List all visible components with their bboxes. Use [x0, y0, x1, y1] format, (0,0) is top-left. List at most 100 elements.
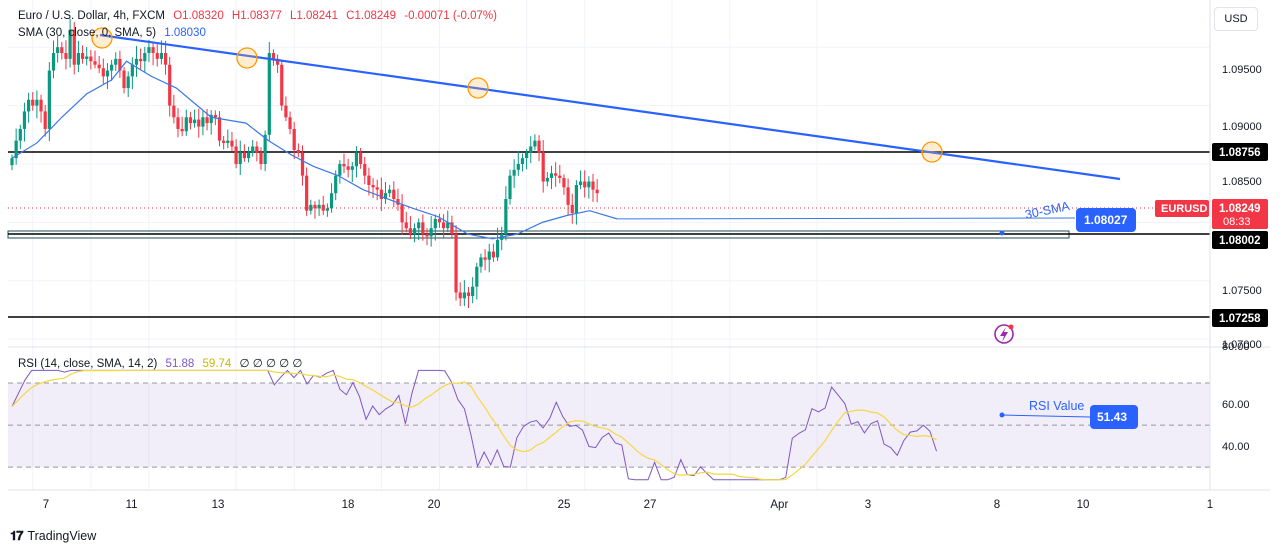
- candle-body[interactable]: [105, 70, 110, 77]
- candle-body[interactable]: [147, 47, 151, 54]
- candle-body[interactable]: [184, 117, 188, 132]
- candle-body[interactable]: [533, 140, 537, 147]
- candle-body[interactable]: [288, 117, 292, 129]
- candle-body[interactable]: [114, 58, 118, 65]
- candle-body[interactable]: [134, 58, 139, 65]
- candle-body[interactable]: [18, 128, 22, 141]
- tradingview-brand[interactable]: 𝟏𝟕 TradingView: [10, 528, 96, 544]
- candle-body[interactable]: [296, 149, 300, 153]
- candle-body[interactable]: [429, 228, 433, 237]
- candle-body[interactable]: [433, 218, 437, 229]
- candle-body[interactable]: [404, 222, 408, 229]
- candle-body[interactable]: [80, 53, 85, 59]
- candle-body[interactable]: [213, 114, 217, 118]
- candle-body[interactable]: [578, 181, 583, 186]
- candle-body[interactable]: [309, 204, 313, 211]
- candle-body[interactable]: [217, 117, 222, 141]
- candle-body[interactable]: [180, 128, 184, 132]
- candle-body[interactable]: [371, 185, 375, 188]
- candle-body[interactable]: [76, 53, 80, 65]
- candle-body[interactable]: [325, 208, 329, 211]
- candlestick-series[interactable]: [10, 18, 599, 309]
- candle-body[interactable]: [143, 53, 147, 62]
- candle-body[interactable]: [392, 189, 396, 200]
- candle-body[interactable]: [541, 152, 545, 182]
- candle-body[interactable]: [549, 173, 554, 178]
- candle-body[interactable]: [172, 105, 176, 118]
- candle-body[interactable]: [72, 29, 76, 65]
- candle-body[interactable]: [176, 117, 180, 129]
- currency-button[interactable]: USD: [1214, 7, 1258, 31]
- candle-body[interactable]: [313, 204, 317, 209]
- candle-body[interactable]: [558, 175, 562, 178]
- candle-body[interactable]: [396, 199, 400, 205]
- candle-body[interactable]: [93, 61, 97, 65]
- candle-body[interactable]: [163, 53, 168, 65]
- candle-body[interactable]: [35, 99, 39, 106]
- candle-body[interactable]: [408, 228, 412, 235]
- candle-body[interactable]: [259, 152, 263, 164]
- candle-body[interactable]: [570, 204, 574, 214]
- candle-body[interactable]: [126, 76, 130, 89]
- candle-body[interactable]: [122, 70, 126, 89]
- candle-body[interactable]: [562, 177, 566, 188]
- candle-body[interactable]: [574, 185, 578, 214]
- candle-body[interactable]: [367, 175, 371, 186]
- candle-body[interactable]: [342, 163, 346, 167]
- candle-body[interactable]: [359, 152, 363, 164]
- candle-body[interactable]: [234, 146, 238, 164]
- candle-body[interactable]: [450, 222, 454, 235]
- candle-body[interactable]: [263, 134, 267, 164]
- candle-body[interactable]: [305, 175, 309, 211]
- sma-series[interactable]: [11, 60, 1076, 240]
- candle-body[interactable]: [85, 56, 89, 59]
- candle-body[interactable]: [251, 146, 255, 153]
- candle-body[interactable]: [159, 53, 163, 59]
- price-axis[interactable]: 1.09500 1.09000 1.08500 1.07500 1.07000: [1209, 0, 1262, 490]
- candle-body[interactable]: [454, 234, 458, 293]
- candle-body[interactable]: [587, 181, 591, 188]
- candle-body[interactable]: [425, 234, 429, 237]
- candle-body[interactable]: [483, 257, 487, 260]
- candle-body[interactable]: [554, 173, 558, 176]
- candle-body[interactable]: [43, 111, 47, 129]
- candle-body[interactable]: [205, 117, 209, 124]
- candle-body[interactable]: [27, 99, 31, 112]
- candle-body[interactable]: [89, 56, 93, 62]
- candle-body[interactable]: [155, 53, 159, 59]
- candle-body[interactable]: [591, 181, 595, 190]
- candle-body[interactable]: [197, 119, 201, 127]
- candle-body[interactable]: [31, 99, 35, 106]
- candle-body[interactable]: [47, 70, 51, 129]
- candle-body[interactable]: [14, 140, 18, 159]
- candle-body[interactable]: [421, 222, 425, 235]
- candle-body[interactable]: [209, 114, 213, 124]
- candle-body[interactable]: [292, 128, 296, 150]
- candle-body[interactable]: [300, 152, 305, 176]
- candle-body[interactable]: [466, 292, 471, 296]
- candle-body[interactable]: [491, 251, 495, 258]
- candle-body[interactable]: [321, 204, 325, 211]
- candle-body[interactable]: [317, 204, 321, 209]
- candle-body[interactable]: [566, 187, 570, 205]
- candle-body[interactable]: [188, 117, 193, 124]
- candle-body[interactable]: [471, 286, 475, 296]
- trendline[interactable]: [99, 33, 1121, 181]
- candle-body[interactable]: [537, 140, 541, 153]
- candle-body[interactable]: [516, 163, 520, 170]
- candle-body[interactable]: [267, 53, 271, 135]
- candle-body[interactable]: [242, 152, 246, 159]
- candle-body[interactable]: [479, 257, 483, 267]
- candle-body[interactable]: [375, 187, 379, 190]
- lightning-icon[interactable]: [994, 324, 1014, 344]
- candle-body[interactable]: [508, 175, 512, 200]
- candle-body[interactable]: [22, 111, 27, 129]
- candle-body[interactable]: [280, 64, 284, 106]
- candle-body[interactable]: [475, 266, 479, 287]
- candle-body[interactable]: [56, 47, 60, 54]
- candle-body[interactable]: [110, 64, 114, 71]
- candle-body[interactable]: [446, 222, 450, 229]
- candle-body[interactable]: [512, 169, 516, 176]
- candle-body[interactable]: [130, 64, 134, 77]
- candle-body[interactable]: [495, 239, 500, 258]
